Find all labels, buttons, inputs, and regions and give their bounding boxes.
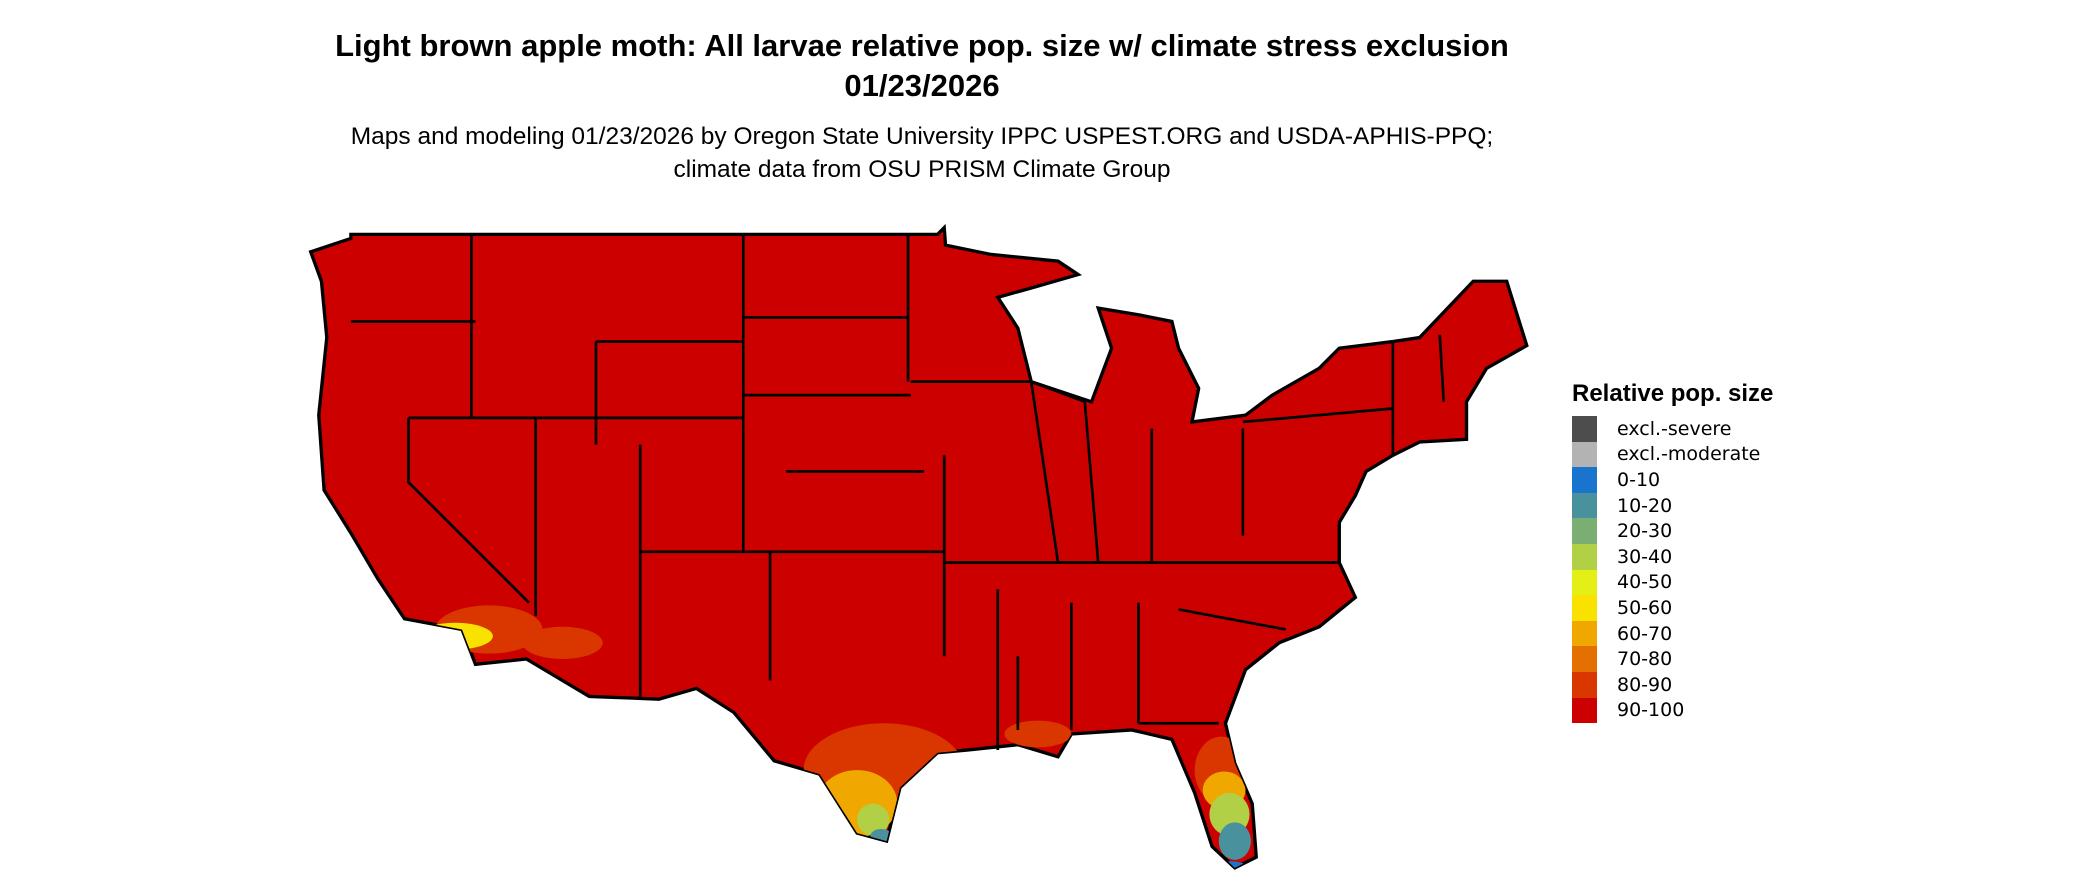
legend-label: excl.-moderate — [1617, 443, 1761, 466]
legend-label: 90-100 — [1617, 699, 1685, 722]
legend-label: 20-30 — [1617, 520, 1673, 543]
legend-label: 0-10 — [1617, 468, 1661, 491]
legend-label: excl.-severe — [1617, 417, 1732, 440]
zone-socal-50-60 — [417, 622, 493, 650]
legend-item: 70-80 — [1572, 646, 1773, 672]
legend-item: excl.-moderate — [1572, 441, 1773, 468]
legend-label: 30-40 — [1617, 545, 1673, 568]
legend-label: 60-70 — [1617, 622, 1673, 645]
legend-label: 70-80 — [1617, 648, 1673, 671]
legend-label: 50-60 — [1617, 596, 1673, 619]
legend-swatch — [1572, 620, 1597, 647]
zone-fl-10-20 — [1218, 822, 1251, 860]
legend-swatch — [1572, 697, 1597, 724]
legend-swatch — [1572, 467, 1597, 493]
zone-la-80-90 — [1004, 720, 1072, 748]
legend-item: 10-20 — [1572, 492, 1773, 519]
legend-swatch — [1572, 492, 1597, 519]
legend-item: 0-10 — [1572, 467, 1773, 493]
legend-item: 80-90 — [1572, 671, 1773, 698]
legend-swatch — [1572, 595, 1597, 621]
zone-tx-30-40 — [857, 803, 890, 836]
state-borders — [350, 234, 1446, 751]
map-subtitle: Maps and modeling 01/23/2026 by Oregon S… — [350, 123, 1494, 183]
legend-label: 10-20 — [1617, 494, 1673, 517]
us-outline — [308, 223, 1529, 870]
legend-label: 80-90 — [1617, 673, 1673, 696]
legend-item: 50-60 — [1572, 595, 1773, 621]
legend-item: 30-40 — [1572, 543, 1773, 570]
legend-swatch — [1572, 646, 1597, 672]
legend-item: 20-30 — [1572, 518, 1773, 544]
legend-swatch — [1572, 441, 1597, 468]
map-title: Light brown apple moth: All larvae relat… — [335, 28, 1509, 103]
legend-swatch — [1572, 671, 1597, 698]
legend-item: 40-50 — [1572, 569, 1773, 596]
legend-item: 90-100 — [1572, 697, 1773, 724]
legend-label: 40-50 — [1617, 571, 1673, 594]
legend-item: excl.-severe — [1572, 416, 1773, 442]
legend-swatch — [1572, 518, 1597, 544]
zone-az-80-90 — [522, 626, 603, 659]
legend: Relative pop. size excl.-severe excl.-mod… — [1572, 380, 1774, 724]
legend-title: Relative pop. size — [1572, 380, 1774, 407]
legend-swatch — [1572, 569, 1597, 596]
legend-swatch — [1572, 543, 1597, 570]
legend-item: 60-70 — [1572, 620, 1773, 647]
legend-swatch — [1572, 416, 1597, 442]
